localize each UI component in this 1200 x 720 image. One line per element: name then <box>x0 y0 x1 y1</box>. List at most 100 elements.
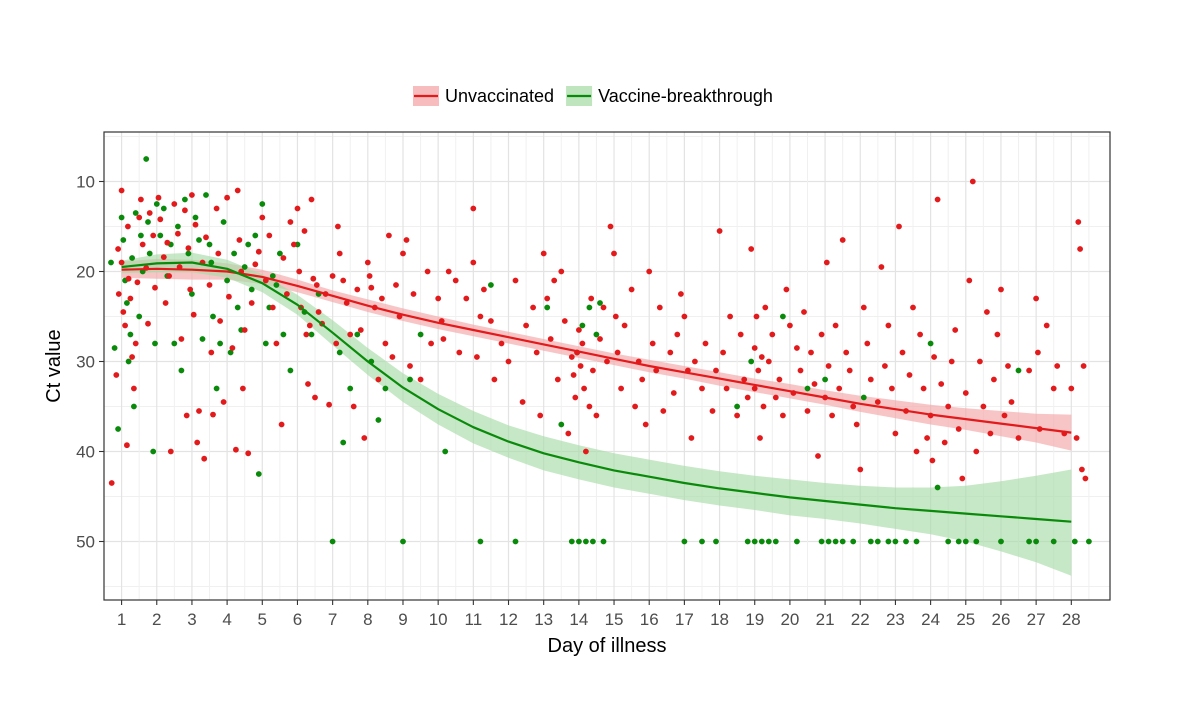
unvaccinated-point <box>523 322 529 329</box>
unvaccinated-point <box>896 223 902 230</box>
breakthrough-point <box>220 219 227 225</box>
breakthrough-point <box>120 237 127 243</box>
unvaccinated-point <box>588 295 595 302</box>
x-tick-label: 19 <box>745 610 764 629</box>
breakthrough-point <box>231 250 238 257</box>
breakthrough-point <box>1015 367 1022 374</box>
breakthrough-point <box>287 367 294 374</box>
unvaccinated-point <box>1035 349 1041 356</box>
breakthrough-point <box>744 538 751 545</box>
unvaccinated-point <box>713 367 719 374</box>
unvaccinated-point <box>122 322 128 329</box>
unvaccinated-point <box>590 367 596 374</box>
unvaccinated-point <box>913 448 920 455</box>
unvaccinated-point <box>797 367 804 374</box>
x-tick-label: 5 <box>258 610 267 629</box>
unvaccinated-point <box>224 194 231 201</box>
unvaccinated-point <box>769 331 776 338</box>
unvaccinated-point <box>456 349 463 356</box>
breakthrough-point <box>477 538 484 545</box>
unvaccinated-point <box>167 448 174 455</box>
breakthrough-point <box>280 331 287 338</box>
unvaccinated-point <box>607 223 614 230</box>
breakthrough-point <box>892 538 899 545</box>
unvaccinated-point <box>192 221 199 228</box>
unvaccinated-point <box>864 340 871 347</box>
breakthrough-point <box>150 448 157 455</box>
breakthrough-point <box>825 538 832 545</box>
unvaccinated-point <box>1043 322 1050 329</box>
breakthrough-point <box>382 385 389 392</box>
unvaccinated-point <box>470 205 477 212</box>
unvaccinated-point <box>558 268 565 275</box>
unvaccinated-point <box>577 363 584 369</box>
unvaccinated-point <box>1080 363 1087 369</box>
unvaccinated-point <box>477 313 484 320</box>
unvaccinated-point <box>867 376 874 383</box>
unvaccinated-point <box>1077 246 1083 252</box>
unvaccinated-point <box>924 435 930 441</box>
unvaccinated-point <box>203 234 209 241</box>
unvaccinated-point <box>245 450 252 457</box>
unvaccinated-point <box>579 340 586 347</box>
breakthrough-point <box>203 192 209 198</box>
x-tick-label: 15 <box>605 610 624 629</box>
unvaccinated-point <box>1026 367 1032 374</box>
unvaccinated-point <box>138 196 144 203</box>
unvaccinated-point <box>210 411 216 418</box>
unvaccinated-point <box>269 304 276 311</box>
unvaccinated-point <box>452 277 459 284</box>
unvaccinated-point <box>166 273 173 279</box>
y-tick-label: 50 <box>76 533 95 552</box>
breakthrough-point <box>329 538 336 545</box>
unvaccinated-point <box>565 430 572 437</box>
unvaccinated-point <box>794 345 800 351</box>
breakthrough-point <box>751 538 758 545</box>
breakthrough-point <box>962 538 969 545</box>
legend-label: Vaccine-breakthrough <box>598 86 773 106</box>
unvaccinated-point <box>445 268 452 275</box>
breakthrough-point <box>160 205 167 212</box>
unvaccinated-point <box>407 363 413 369</box>
unvaccinated-point <box>1050 385 1057 392</box>
x-tick-label: 1 <box>117 610 126 629</box>
unvaccinated-point <box>217 318 224 324</box>
unvaccinated-point <box>980 403 987 410</box>
unvaccinated-point <box>846 367 853 374</box>
unvaccinated-point <box>310 275 317 282</box>
breakthrough-point <box>189 291 195 297</box>
unvaccinated-point <box>354 286 361 293</box>
breakthrough-point <box>600 538 607 545</box>
breakthrough-point <box>217 340 224 347</box>
unvaccinated-point <box>611 250 617 257</box>
unvaccinated-point <box>171 201 178 207</box>
unvaccinated-point <box>194 439 201 446</box>
breakthrough-point <box>171 340 178 347</box>
breakthrough-point <box>903 538 909 545</box>
unvaccinated-point <box>857 466 864 473</box>
unvaccinated-point <box>164 239 171 246</box>
unvaccinated-point <box>931 354 937 360</box>
unvaccinated-point <box>823 259 830 266</box>
unvaccinated-point <box>312 394 318 401</box>
unvaccinated-point <box>804 408 811 414</box>
breakthrough-point <box>192 214 199 221</box>
unvaccinated-point <box>737 331 744 338</box>
breakthrough-point <box>248 286 255 293</box>
unvaccinated-point <box>410 291 417 297</box>
unvaccinated-point <box>843 349 850 356</box>
unvaccinated-point <box>757 435 763 441</box>
unvaccinated-point <box>929 457 936 464</box>
breakthrough-point <box>336 349 343 356</box>
unvaccinated-point <box>357 327 364 333</box>
unvaccinated-point <box>417 376 424 383</box>
unvaccinated-point <box>308 196 315 203</box>
unvaccinated-point <box>962 390 969 396</box>
unvaccinated-point <box>1015 435 1022 441</box>
breakthrough-point <box>234 304 241 311</box>
x-tick-label: 9 <box>398 610 407 629</box>
unvaccinated-point <box>969 178 976 185</box>
unvaccinated-point <box>649 340 656 347</box>
breakthrough-point <box>252 232 259 239</box>
unvaccinated-point <box>966 277 973 284</box>
